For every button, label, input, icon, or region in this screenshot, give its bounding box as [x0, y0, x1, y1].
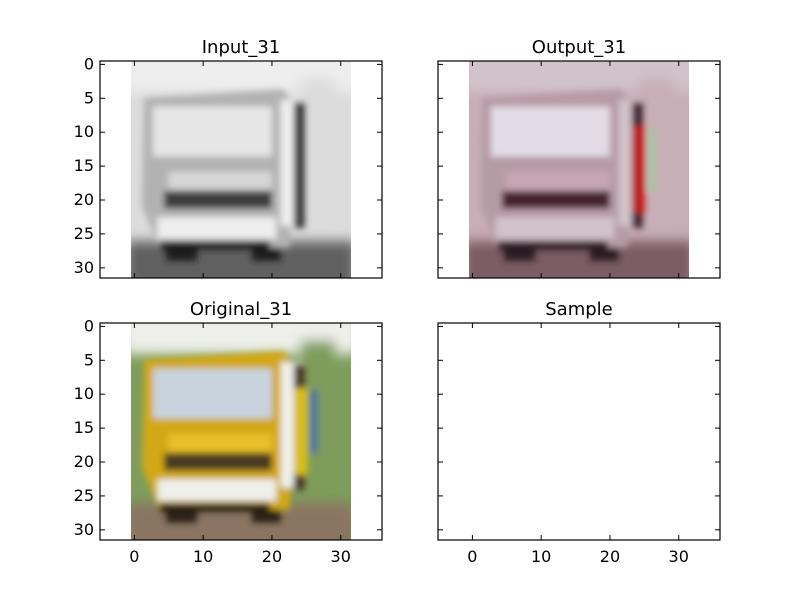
lower-shadow [159, 241, 270, 250]
right-wheel [590, 247, 619, 261]
front-banner [168, 433, 272, 452]
x-tick-label: 20 [600, 547, 620, 566]
windshield [490, 106, 610, 157]
subplot-title: Input_31 [202, 37, 281, 58]
secondary-accent [309, 390, 319, 454]
grille [163, 453, 272, 471]
side-background [300, 78, 336, 213]
truck-image [468, 61, 690, 278]
plot-frame [437, 60, 721, 279]
bumper [495, 217, 615, 239]
windshield [152, 106, 272, 157]
left-wheel [166, 509, 197, 523]
y-tick-label: 20 [74, 190, 94, 209]
subplot-top-left: Input_31 0 5 10 15 20 25 30 [74, 37, 383, 279]
subplot-top-right: Output_31 [437, 37, 721, 279]
lower-shadow [497, 241, 608, 250]
left-wheel [504, 247, 535, 261]
door-shadow [293, 102, 305, 229]
windshield [152, 368, 272, 419]
left-wheel [166, 247, 197, 261]
x-tick-label: 10 [193, 547, 213, 566]
plot-frame [437, 322, 721, 541]
grille [163, 191, 272, 209]
y-tick-label: 15 [74, 156, 94, 175]
subplot-title: Sample [545, 299, 613, 320]
y-tick-label: 30 [74, 258, 94, 277]
image-detail-layer [141, 351, 319, 523]
y-tick-label: 0 [84, 316, 94, 335]
subplot-title: Output_31 [532, 37, 626, 58]
secondary-accent [647, 128, 657, 192]
grille [501, 191, 610, 209]
y-tick-label: 30 [74, 520, 94, 539]
right-wheel [252, 247, 281, 261]
x-tick-label: 0 [467, 547, 477, 566]
y-tick-label: 15 [74, 418, 94, 437]
image-detail-layer [479, 89, 657, 261]
subplot-bottom-right: Sample 0 10 20 30 [437, 299, 721, 566]
y-tick-label: 10 [74, 384, 94, 403]
x-tick-label: 10 [531, 547, 551, 566]
subplot-title: Original_31 [190, 299, 292, 320]
bumper [157, 479, 277, 501]
truck-image [130, 323, 352, 540]
x-tick-label: 20 [262, 547, 282, 566]
y-tick-label: 0 [84, 54, 94, 73]
truck-image [130, 61, 352, 278]
front-banner [506, 171, 610, 190]
y-tick-label: 25 [74, 224, 94, 243]
image-detail-layer [141, 89, 305, 261]
y-tick-label: 20 [74, 452, 94, 471]
y-tick-label: 10 [74, 122, 94, 141]
x-tick-label: 30 [669, 547, 689, 566]
bumper [157, 217, 277, 239]
subplot-bottom-left: Original_31 0 10 20 30 0 5 10 15 20 25 30 [74, 299, 383, 566]
y-tick-label: 5 [84, 88, 94, 107]
plot-frame [99, 322, 383, 541]
x-tick-label: 30 [331, 547, 351, 566]
accent-panel [631, 126, 646, 213]
x-tick-label: 0 [129, 547, 139, 566]
y-tick-label: 25 [74, 486, 94, 505]
y-tick-label: 5 [84, 350, 94, 369]
right-wheel [252, 509, 281, 523]
accent-panel [293, 388, 308, 475]
lower-shadow [159, 503, 270, 512]
front-banner [168, 171, 272, 190]
plot-frame [99, 60, 383, 279]
